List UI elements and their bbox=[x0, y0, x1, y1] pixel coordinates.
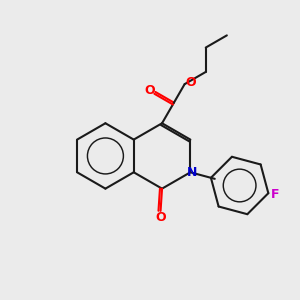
Text: N: N bbox=[187, 166, 197, 179]
Text: F: F bbox=[270, 188, 279, 201]
Text: O: O bbox=[186, 76, 196, 89]
Text: O: O bbox=[155, 211, 166, 224]
Text: O: O bbox=[144, 84, 155, 97]
